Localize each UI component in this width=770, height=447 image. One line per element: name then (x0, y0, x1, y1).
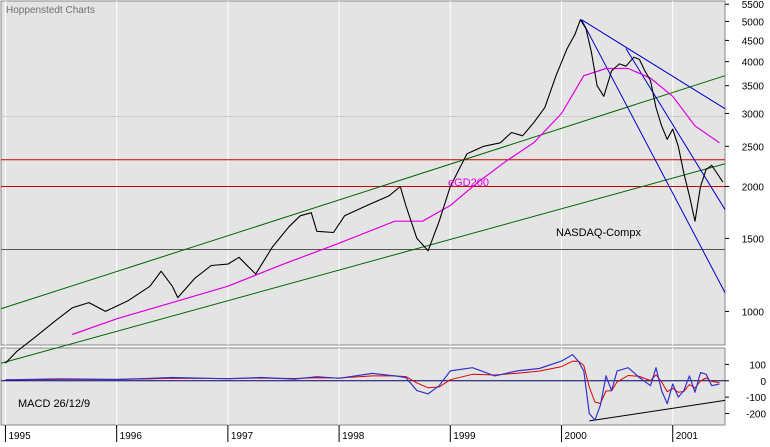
ma-label: eGD200 (448, 177, 489, 189)
macd-y-tick-label: 0 (760, 377, 766, 388)
y-tick-label: 5500 (742, 0, 765, 11)
x-tick-label: 2001 (676, 431, 699, 442)
macd-y-tick-label: -100 (746, 393, 766, 404)
macd-trend-line (589, 399, 726, 422)
macd-y-tick-label: -200 (746, 410, 766, 421)
y-tick-label: 2500 (742, 142, 765, 153)
gridlines (4, 1, 674, 425)
macd-line (5, 354, 720, 421)
macd-y-tick-label: 100 (749, 360, 766, 371)
moving-average-line (72, 67, 720, 336)
horizontal-levels (1, 115, 725, 382)
downtrend-line (581, 19, 726, 110)
y-tick-label: 1000 (742, 307, 765, 318)
price-panel (0, 0, 726, 346)
x-tick-label: 2000 (565, 431, 588, 442)
x-tick-label: 1998 (342, 431, 365, 442)
x-tick-label: 1999 (453, 431, 476, 442)
series (5, 19, 724, 421)
trend-channel-line (0, 75, 726, 310)
axes: 1995 1996 1997 1998 1999 2000 2001 5500 5000 4500… (4, 0, 766, 442)
y-tick-label: 5000 (742, 17, 765, 28)
downtrend-line (625, 48, 726, 210)
brand-label: Hoppenstedt Charts (6, 5, 95, 16)
y-tick-label: 4500 (742, 36, 765, 47)
x-tick-label: 1997 (231, 431, 254, 442)
trend-lines (0, 19, 726, 422)
macd-label: MACD 26/12/9 (18, 398, 90, 410)
y-tick-label: 1500 (742, 234, 765, 245)
series-label: NASDAQ-Compx (556, 227, 641, 239)
macd-panel (0, 347, 726, 426)
x-tick-label: 1995 (8, 431, 31, 442)
price-line (5, 19, 724, 364)
y-tick-label: 2000 (742, 183, 765, 194)
y-tick-label: 3000 (742, 109, 765, 120)
downtrend-line (581, 19, 726, 293)
y-tick-label: 3500 (742, 82, 765, 93)
trend-channel-line (0, 163, 726, 364)
x-tick-label: 1996 (120, 431, 143, 442)
y-tick-label: 4000 (742, 58, 765, 69)
